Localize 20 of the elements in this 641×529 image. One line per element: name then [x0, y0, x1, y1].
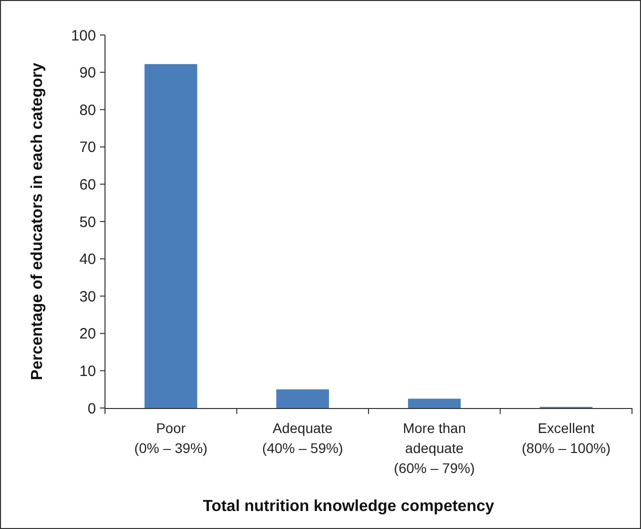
- x-tick-label: Excellent (80% – 100%): [522, 420, 610, 456]
- x-tick-label: More than adequate (60% – 79%): [394, 420, 475, 476]
- y-axis-title: Percentage of educators in each category: [29, 62, 46, 380]
- y-tick-label: 0: [88, 400, 96, 418]
- y-tick-label: 80: [79, 102, 96, 119]
- bar: [276, 389, 329, 408]
- x-axis-title: Total nutrition knowledge competency: [202, 498, 494, 515]
- y-tick-label: 10: [79, 362, 96, 380]
- y-tick-label: 60: [79, 176, 96, 194]
- y-tick-label: 50: [79, 214, 96, 231]
- y-tick-label: 90: [79, 64, 96, 82]
- y-tick-label: 40: [79, 251, 96, 268]
- y-tick-label: 100: [70, 27, 96, 44]
- bar: [408, 398, 461, 408]
- x-tick-label: Adequate (40% – 59%): [262, 420, 344, 456]
- bar: [144, 64, 198, 408]
- y-tick-label: 20: [79, 326, 96, 343]
- x-tick-label: Poor (0% – 39%): [134, 420, 208, 456]
- y-tick-label: 30: [79, 288, 96, 306]
- y-tick-label: 70: [79, 139, 96, 156]
